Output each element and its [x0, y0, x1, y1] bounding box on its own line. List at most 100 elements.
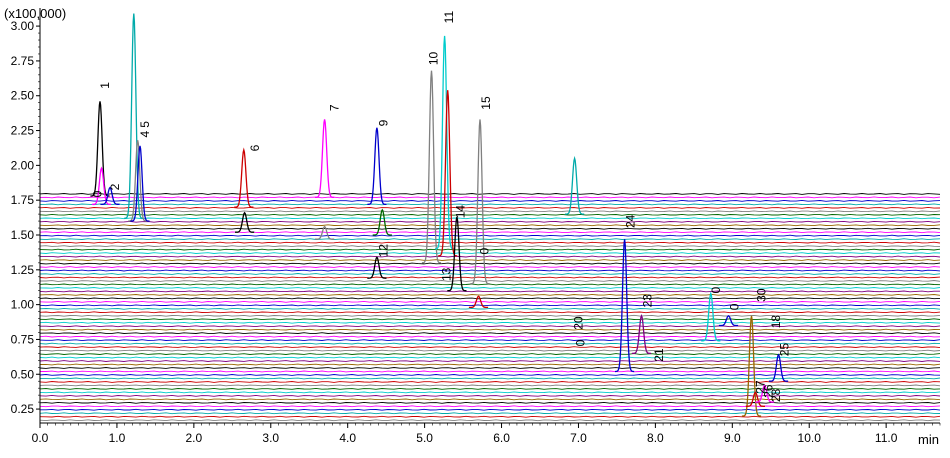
- baseline-trace: [39, 231, 941, 234]
- y-tick-label: 1.25: [11, 263, 35, 277]
- baseline-trace: [39, 290, 940, 293]
- peak-label: 12: [377, 244, 391, 258]
- y-tick-label: 1.50: [11, 228, 35, 242]
- peak-group: [90, 13, 789, 417]
- baseline-trace: [39, 332, 941, 335]
- axes-group: 0.250.500.751.001.251.501.752.002.252.50…: [11, 8, 941, 445]
- baseline-trace: [39, 374, 941, 376]
- x-tick-label: 11.0: [875, 431, 898, 445]
- peak-label: 24: [624, 214, 638, 228]
- peak-label: 26: [761, 384, 775, 398]
- chromatogram-peak: [315, 225, 335, 240]
- x-tick-label: 4.0: [339, 431, 356, 445]
- chromatogram-peak: [130, 145, 150, 222]
- chromatogram-peak: [372, 208, 392, 236]
- peak-label: 20: [571, 316, 585, 330]
- y-multiplier-label: (x100,000): [4, 6, 66, 21]
- y-tick-label: 2.50: [11, 89, 35, 103]
- chromatogram-peak: [741, 315, 762, 417]
- baseline-trace: [39, 210, 941, 213]
- chromatogram-peak: [565, 155, 585, 215]
- peak-label: 23: [641, 294, 655, 308]
- baseline-trace: [39, 353, 941, 355]
- baseline-trace: [40, 370, 941, 373]
- baseline-trace: [39, 328, 941, 331]
- peak-label: 9: [377, 119, 391, 126]
- baseline-trace: [39, 203, 941, 206]
- peak-label: 0: [709, 287, 723, 294]
- baseline-trace: [39, 335, 941, 338]
- x-tick-label: 1.0: [109, 431, 126, 445]
- baseline-trace: [39, 367, 941, 369]
- baseline-trace: [39, 394, 941, 397]
- chromatogram-peak: [435, 35, 455, 250]
- baseline-trace: [39, 297, 941, 300]
- baseline-trace: [39, 245, 941, 248]
- baseline-trace: [39, 349, 941, 352]
- peak-label: 6: [248, 144, 262, 151]
- peak-label-group: 1204567912101113141502002423210030182527…: [90, 11, 791, 403]
- baseline-trace: [39, 401, 941, 404]
- peak-label: 2: [108, 183, 122, 190]
- peak-label: 1: [98, 82, 112, 89]
- baseline-trace: [39, 252, 941, 255]
- peak-label: 13: [440, 267, 454, 281]
- peak-label: 0: [477, 248, 491, 255]
- baseline-trace: [39, 255, 941, 258]
- baseline-trace: [39, 377, 941, 380]
- baseline-trace: [39, 387, 941, 390]
- x-tick-label: 6.0: [493, 431, 510, 445]
- x-tick-label: 7.0: [570, 431, 587, 445]
- y-tick-label: 2.00: [11, 158, 35, 172]
- y-tick-label: 3.00: [11, 19, 35, 33]
- x-tick-label: 0.0: [32, 431, 49, 445]
- baseline-trace: [39, 259, 941, 261]
- baseline-trace: [39, 206, 941, 209]
- peak-label: 25: [777, 343, 791, 357]
- chromatogram-peak: [124, 13, 144, 219]
- baseline-trace: [39, 346, 941, 349]
- baseline-trace: [39, 398, 941, 401]
- peak-label: 0: [90, 190, 104, 197]
- baseline-trace: [39, 360, 941, 362]
- baseline-trace: [39, 269, 941, 272]
- chromatogram-peak: [631, 314, 652, 355]
- baseline-trace: [39, 384, 941, 387]
- peak-label: 0: [727, 303, 741, 310]
- baseline-trace: [39, 415, 941, 418]
- peak-label: 28: [769, 388, 783, 402]
- baseline-trace: [39, 248, 941, 251]
- baseline-trace: [39, 196, 941, 199]
- baseline-trace: [39, 363, 941, 366]
- baseline-trace: [39, 224, 941, 227]
- peak-label: 10: [427, 51, 441, 65]
- trace-group: [39, 193, 941, 422]
- y-tick-label: 2.75: [11, 54, 35, 68]
- baseline-trace: [39, 300, 941, 303]
- baseline-trace: [39, 304, 941, 307]
- baseline-trace: [39, 217, 941, 220]
- baseline-trace: [39, 412, 941, 415]
- chromatogram-peak: [367, 256, 387, 279]
- baseline-trace: [39, 287, 941, 289]
- baseline-trace: [39, 381, 941, 383]
- baseline-trace: [39, 419, 941, 422]
- x-tick-label: 3.0: [262, 431, 279, 445]
- baseline-trace: [39, 276, 941, 279]
- baseline-trace: [39, 199, 941, 202]
- y-tick-label: 0.25: [11, 402, 35, 416]
- baseline-trace: [40, 241, 941, 244]
- baseline-trace: [39, 307, 941, 310]
- peak-label: 11: [442, 11, 456, 24]
- peak-label: 15: [479, 96, 493, 110]
- peak-label: 14: [454, 205, 468, 219]
- x-tick-label: 5.0: [416, 431, 433, 445]
- x-axis-label: min: [918, 432, 939, 447]
- chromatogram-peak: [447, 216, 467, 292]
- peak-label: 0: [574, 339, 588, 346]
- baseline-trace: [39, 266, 941, 268]
- y-tick-label: 0.50: [11, 367, 35, 381]
- baseline-trace: [40, 325, 941, 328]
- peak-label: 4: [138, 130, 152, 137]
- x-tick-label: 8.0: [647, 431, 664, 445]
